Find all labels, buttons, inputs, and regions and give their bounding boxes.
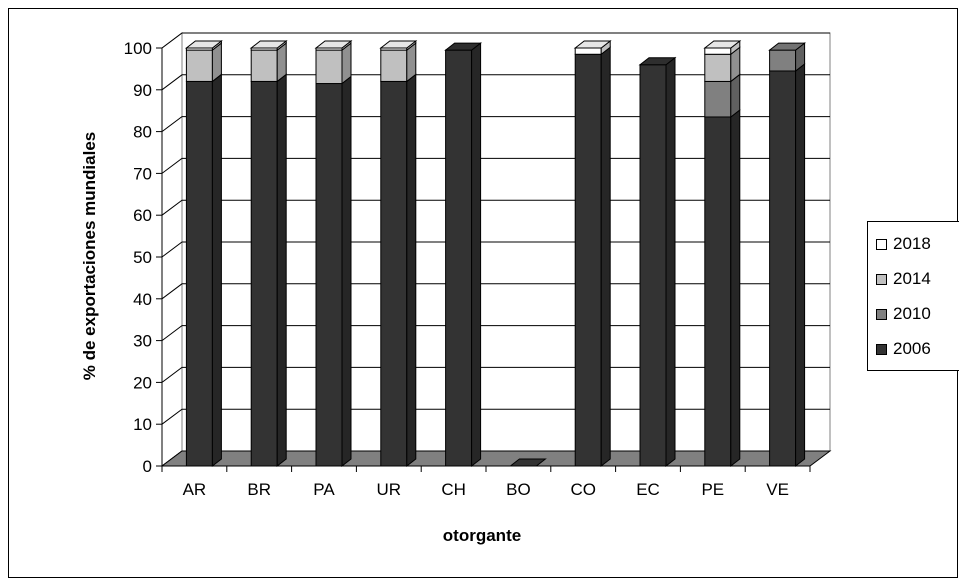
bar-CO-2018: [573, 39, 612, 56]
gridline: [161, 408, 830, 425]
bar-EC-2006: [638, 56, 677, 468]
legend-swatch: [876, 238, 887, 250]
legend-item-2006: 2006: [876, 339, 931, 359]
bar-PE-2010: [704, 73, 741, 118]
gridline: [161, 283, 830, 300]
x-tick-label: AR: [183, 480, 207, 499]
y-tick-label: 100: [124, 39, 152, 58]
x-tick-label: PA: [313, 480, 335, 499]
bar-PE-2014: [704, 46, 741, 83]
legend-label: 2014: [893, 269, 931, 288]
gridline: [161, 199, 830, 216]
x-tick-label: VE: [766, 480, 789, 499]
y-tick-label: 10: [133, 415, 152, 434]
y-tick-label: 50: [133, 248, 152, 267]
bar-UR-2006: [380, 73, 417, 468]
y-tick-label: 20: [133, 373, 152, 392]
legend-swatch: [876, 273, 887, 285]
legend-label: 2006: [893, 339, 931, 358]
y-tick-label: 70: [133, 164, 152, 183]
legend-swatch: [876, 308, 887, 320]
gridline: [161, 116, 830, 133]
legend-label: 2018: [893, 234, 931, 253]
bar-VE-2006: [769, 62, 806, 468]
bar-PA-2018: [314, 39, 353, 52]
gridline: [161, 74, 830, 91]
y-tick-label: 40: [133, 290, 152, 309]
y-tick-label: 0: [143, 457, 152, 476]
bar-BR-2006: [250, 73, 287, 468]
bar-BO-empty: [508, 458, 547, 467]
bar-AR-2014: [185, 42, 222, 83]
gridline: [161, 325, 830, 342]
legend-swatch: [876, 343, 887, 355]
y-tick-labels: 0 10 20 30 40 50 60 70 80 90 100: [124, 39, 152, 476]
bar-PA-2014: [315, 42, 352, 85]
legend-item-2014: 2014: [876, 269, 931, 289]
bar-AR-2006: [185, 73, 222, 468]
y-tick-label: 90: [133, 81, 152, 100]
bar-BR-2014: [250, 42, 287, 83]
x-tick-label: PE: [701, 480, 724, 499]
y-tick-label: 60: [133, 206, 152, 225]
legend-item-2018: 2018: [876, 234, 931, 254]
bars: [184, 39, 807, 468]
x-tick-label: UR: [377, 480, 402, 499]
bar-PE-2018: [703, 39, 742, 56]
x-tick-label: BR: [247, 480, 271, 499]
gridline: [161, 157, 830, 174]
y-tick-label: 80: [133, 123, 152, 142]
legend-item-2010: 2010: [876, 304, 931, 324]
bar-AR-2018: [184, 39, 223, 52]
x-tick-label: BO: [506, 480, 531, 499]
bar-PE-2006: [704, 108, 741, 468]
x-tick-label: EC: [636, 480, 660, 499]
y-tick-label: 30: [133, 332, 152, 351]
bar-CH-2006: [444, 42, 483, 468]
gridline: [161, 241, 830, 258]
x-axis-title: otorgante: [443, 526, 521, 545]
gridline: [161, 32, 830, 49]
x-tick-labels: AR BR PA UR CH BO CO EC PE VE: [183, 480, 789, 499]
legend: 2018 2014 2010 2006: [867, 221, 959, 371]
legend-label: 2010: [893, 304, 931, 323]
bar-CO-2006: [574, 46, 611, 468]
y-axis-title: % de exportaciones mundiales: [80, 132, 99, 380]
bar-UR-2018: [379, 39, 418, 52]
x-tick-label: CO: [570, 480, 596, 499]
bar-VE-2010: [768, 42, 807, 73]
x-tick-label: CH: [441, 480, 466, 499]
gridline: [161, 366, 830, 383]
bar-BR-2018: [249, 39, 288, 52]
bar-PA-2006: [315, 75, 352, 468]
